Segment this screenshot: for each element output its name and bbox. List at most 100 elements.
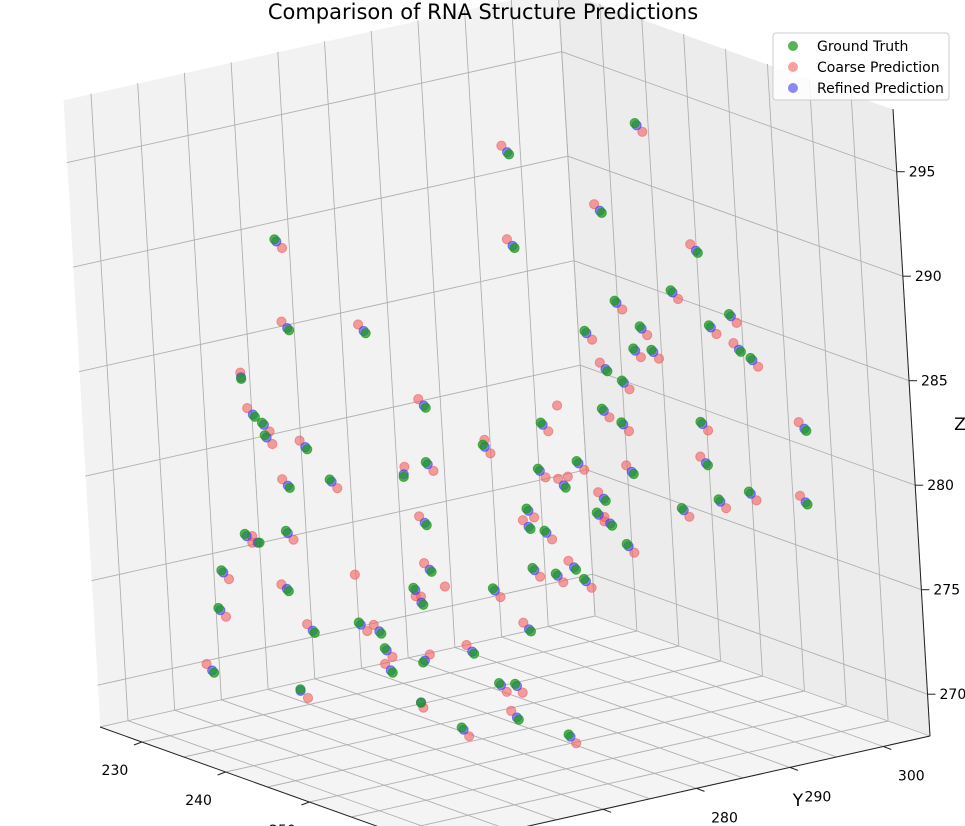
coarse-prediction-point <box>517 515 529 526</box>
coarse-prediction-point <box>579 464 590 475</box>
coarse-prediction-point <box>267 438 278 450</box>
ground-truth-point <box>418 599 429 610</box>
grid-line-y-floor <box>548 626 884 747</box>
legend-marker-coarse-prediction <box>788 62 798 72</box>
coarse-prediction-point <box>302 692 314 704</box>
ground-truth-point <box>646 344 657 355</box>
ground-truth-point <box>629 118 640 129</box>
grid-line-y-floor <box>454 646 791 768</box>
coarse-prediction-point <box>642 330 653 341</box>
coarse-prediction-point <box>617 304 628 315</box>
coarse-prediction-point <box>485 448 496 459</box>
x-tick-mark <box>217 771 226 776</box>
data-points <box>201 118 813 749</box>
ground-truth-point <box>616 375 628 386</box>
x-tick-mark <box>301 801 310 806</box>
coarse-prediction-point <box>728 338 739 349</box>
ground-truth-point <box>521 503 532 514</box>
ground-truth-point <box>295 684 306 695</box>
grid-line-y-left <box>183 72 222 700</box>
ground-truth-point <box>609 295 620 306</box>
coarse-prediction-point <box>495 592 506 603</box>
coarse-prediction-point <box>461 639 472 651</box>
coarse-prediction-point <box>349 569 360 580</box>
z-tick-label: 295 <box>909 165 936 181</box>
ground-truth-point <box>692 247 703 258</box>
ground-truth-point <box>579 325 590 336</box>
legend-label-coarse-prediction: Coarse Prediction <box>817 60 940 76</box>
pane-left-wall <box>62 0 596 728</box>
coarse-prediction-point <box>518 617 529 628</box>
grid-line-y-left <box>230 62 269 690</box>
ground-truth-point <box>209 667 220 678</box>
ground-truth-point <box>379 643 390 654</box>
grid-line-y-left <box>137 83 176 711</box>
grid-line-x-floor <box>309 690 805 803</box>
coarse-prediction-point <box>553 473 564 484</box>
ground-truth-point <box>802 499 813 510</box>
z-tick-label: 290 <box>915 269 942 285</box>
coarse-prediction-point <box>535 571 546 582</box>
coarse-prediction-point <box>794 490 806 501</box>
z-axis-line <box>892 108 931 737</box>
y-axis-label: Y <box>792 791 804 811</box>
coarse-prediction-point <box>552 400 563 411</box>
ground-truth-point <box>702 460 714 471</box>
coarse-prediction-point <box>711 328 722 340</box>
grid-line-z-left <box>66 51 562 164</box>
ground-truth-point <box>309 627 320 639</box>
ground-truth-point <box>239 528 250 540</box>
coarse-prediction-point <box>332 483 343 494</box>
ground-truth-point <box>550 568 561 579</box>
coarse-prediction-point <box>501 234 512 245</box>
z-tick-label: 275 <box>933 583 960 599</box>
coarse-prediction-point <box>684 511 695 522</box>
ground-truth-point <box>578 573 590 585</box>
grid-line-y-left <box>277 51 316 679</box>
ground-truth-point <box>527 562 538 574</box>
grid-line-y-left <box>417 20 456 648</box>
coarse-prediction-point <box>288 534 299 545</box>
ground-truth-point <box>539 525 550 536</box>
y-tick-mark <box>602 808 612 813</box>
coarse-prediction-point <box>439 581 450 592</box>
ground-truth-point <box>216 565 227 576</box>
ground-truth-point <box>591 507 602 518</box>
coarse-prediction-point <box>793 417 804 428</box>
y-tick-mark <box>789 766 799 771</box>
coarse-prediction-point <box>419 558 430 569</box>
ground-truth-point <box>607 520 618 531</box>
grid-line-x-back <box>725 48 763 677</box>
grid-line-x-floor <box>225 660 721 773</box>
ground-truth-point <box>284 325 295 336</box>
coarse-prediction-point <box>362 625 373 637</box>
grid-line-z-back <box>561 51 897 173</box>
coarse-prediction-point <box>637 126 648 137</box>
y-tick-label: 290 <box>805 789 832 805</box>
ground-truth-point <box>408 582 419 594</box>
grid-line-x-back <box>850 93 889 722</box>
ground-truth-point <box>259 430 270 441</box>
y-axis-line <box>526 735 931 826</box>
grid-line-x-back <box>766 63 805 692</box>
ground-truth-point <box>456 722 467 733</box>
grid-line-y-floor <box>408 657 744 779</box>
ground-truth-point <box>477 439 488 450</box>
coarse-prediction-point <box>368 619 379 631</box>
ground-truth-point <box>571 456 582 467</box>
ground-truth-point <box>628 343 639 354</box>
ground-truth-point <box>398 471 409 482</box>
ground-truth-point <box>249 411 260 422</box>
ground-truth-point <box>302 444 313 455</box>
ground-truth-point <box>513 714 524 725</box>
grid-line-y-left <box>370 30 409 658</box>
ground-truth-point <box>503 149 515 160</box>
ground-truth-point <box>256 417 268 428</box>
ground-truth-point <box>743 486 755 497</box>
ground-truth-point <box>324 474 335 485</box>
ground-truth-point <box>602 366 613 377</box>
coarse-prediction-point <box>201 658 212 670</box>
grid-line-y-floor <box>127 720 424 826</box>
legend-box <box>772 32 950 101</box>
